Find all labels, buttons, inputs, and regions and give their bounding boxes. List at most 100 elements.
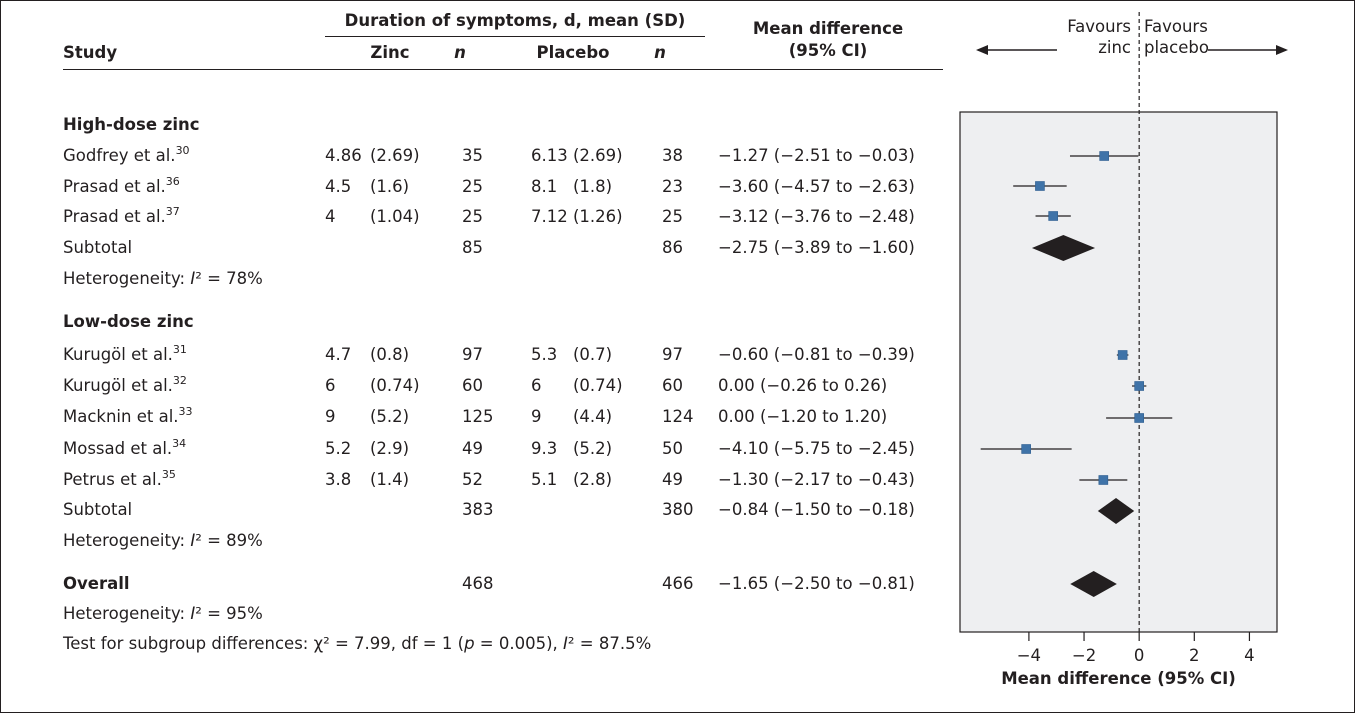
mean-difference: 0.00 (−0.26 to 0.26) — [718, 376, 888, 395]
placebo-sd: (1.26) — [573, 207, 623, 226]
study-name: Prasad et al.36 — [63, 175, 180, 196]
placebo-n: 50 — [662, 439, 683, 458]
placebo-n: 49 — [662, 470, 683, 489]
pooled-estimate-diamond — [1097, 498, 1135, 524]
zinc-sd: (0.8) — [370, 345, 410, 364]
study-name: Macknin et al.33 — [63, 405, 193, 426]
zinc-n: 97 — [462, 345, 483, 364]
study-name: Kurugöl et al.31 — [63, 343, 187, 364]
zinc-mean: 3.8 — [325, 470, 352, 489]
point-estimate-marker — [1117, 350, 1128, 360]
zinc-n: 60 — [462, 376, 483, 395]
placebo-mean: 8.1 — [531, 177, 558, 196]
placebo-mean: 9.3 — [531, 439, 558, 458]
favours-zinc-label-1: Favours — [1067, 17, 1131, 36]
zinc-n: 383 — [462, 500, 494, 519]
placebo-n: 60 — [662, 376, 683, 395]
mean-difference: 0.00 (−1.20 to 1.20) — [718, 407, 888, 426]
placebo-n: 86 — [662, 238, 683, 257]
point-estimate-marker — [1021, 444, 1031, 454]
subtotal-label: Subtotal — [63, 500, 133, 519]
zinc-n: 125 — [462, 407, 494, 426]
favours-placebo-label-2: placebo — [1144, 38, 1209, 57]
mean-difference: −3.60 (−4.57 to −2.63) — [718, 177, 915, 196]
placebo-n: 380 — [662, 500, 694, 519]
study-name: Petrus et al.35 — [63, 468, 176, 489]
mean-difference: −1.65 (−2.50 to −0.81) — [718, 574, 915, 593]
zinc-mean: 5.2 — [325, 439, 352, 458]
x-tick-label: −4 — [1017, 646, 1041, 665]
point-estimate-marker — [1035, 181, 1045, 191]
zinc-header: Zinc — [370, 43, 410, 62]
point-estimate-marker — [1134, 381, 1144, 391]
x-tick-label: −2 — [1072, 646, 1096, 665]
favours-zinc-arrowhead — [976, 45, 988, 55]
zinc-sd: (2.69) — [370, 146, 420, 165]
zinc-mean: 4.7 — [325, 345, 352, 364]
placebo-mean: 6.13 — [531, 146, 568, 165]
zinc-mean: 4.86 — [325, 146, 362, 165]
placebo-mean: 6 — [531, 376, 542, 395]
point-estimate-marker — [1134, 413, 1144, 423]
placebo-sd: (0.7) — [573, 345, 613, 364]
zinc-sd: (1.04) — [370, 207, 420, 226]
subtotal-label: Subtotal — [63, 238, 133, 257]
mean-difference: −3.12 (−3.76 to −2.48) — [718, 207, 915, 226]
pooled-estimate-diamond — [1031, 235, 1096, 261]
placebo-sd: (2.69) — [573, 146, 623, 165]
placebo-mean: 5.3 — [531, 345, 558, 364]
placebo-mean: 5.1 — [531, 470, 558, 489]
zinc-sd: (1.4) — [370, 470, 410, 489]
zinc-mean: 9 — [325, 407, 336, 426]
placebo-mean: 9 — [531, 407, 542, 426]
placebo-n: 23 — [662, 177, 683, 196]
x-tick-label: 4 — [1244, 646, 1255, 665]
group-high-dose-title: High-dose zinc — [63, 115, 200, 134]
x-tick-label: 2 — [1189, 646, 1200, 665]
placebo-sd: (2.8) — [573, 470, 613, 489]
placebo-n: 25 — [662, 207, 683, 226]
zinc-n: 52 — [462, 470, 483, 489]
placebo-sd: (4.4) — [573, 407, 613, 426]
favours-zinc-label-2: zinc — [1098, 38, 1131, 57]
plot-panel — [959, 111, 1278, 633]
placebo-sd: (1.8) — [573, 177, 613, 196]
pooled-estimate-diamond — [1070, 571, 1117, 597]
mean-difference: −2.75 (−3.89 to −1.60) — [718, 238, 915, 257]
zinc-n: 49 — [462, 439, 483, 458]
placebo-n: 97 — [662, 345, 683, 364]
point-estimate-marker — [1099, 151, 1109, 161]
favours-placebo-label-1: Favours — [1144, 17, 1208, 36]
zinc-mean: 6 — [325, 376, 336, 395]
study-header: Study — [63, 43, 118, 62]
zinc-n-header: n — [454, 43, 466, 62]
zinc-mean: 4 — [325, 207, 336, 226]
heterogeneity-overall: Heterogeneity: I² = 95% — [63, 604, 263, 623]
zinc-n: 25 — [462, 207, 483, 226]
mean-difference-header: Mean difference — [752, 19, 904, 38]
mean-difference: −0.84 (−1.50 to −0.18) — [718, 500, 915, 519]
placebo-header: Placebo — [536, 43, 610, 62]
placebo-n: 38 — [662, 146, 683, 165]
x-axis-label: Mean difference (95% CI) — [1001, 669, 1236, 688]
mean-difference: −4.10 (−5.75 to −2.45) — [718, 439, 915, 458]
study-name: Prasad et al.37 — [63, 205, 180, 226]
study-name: Kurugöl et al.32 — [63, 374, 187, 395]
group-low-dose-title: Low-dose zinc — [63, 312, 194, 331]
point-estimate-marker — [1048, 211, 1058, 221]
heterogeneity-high-dose: Heterogeneity: I² = 78% — [63, 269, 263, 288]
zinc-n: 35 — [462, 146, 483, 165]
duration-header: Duration of symptoms, d, mean (SD) — [344, 11, 686, 30]
zinc-mean: 4.5 — [325, 177, 352, 196]
heterogeneity-low-dose: Heterogeneity: I² = 89% — [63, 531, 263, 550]
placebo-mean: 7.12 — [531, 207, 568, 226]
zinc-sd: (1.6) — [370, 177, 410, 196]
point-estimate-marker — [1098, 475, 1109, 485]
zinc-sd: (5.2) — [370, 407, 410, 426]
mean-difference: −1.27 (−2.51 to −0.03) — [718, 146, 915, 165]
duration-header-rule — [325, 36, 705, 37]
zinc-sd: (0.74) — [370, 376, 420, 395]
mean-difference: −1.30 (−2.17 to −0.43) — [718, 470, 915, 489]
ci-header: (95% CI) — [788, 41, 868, 60]
